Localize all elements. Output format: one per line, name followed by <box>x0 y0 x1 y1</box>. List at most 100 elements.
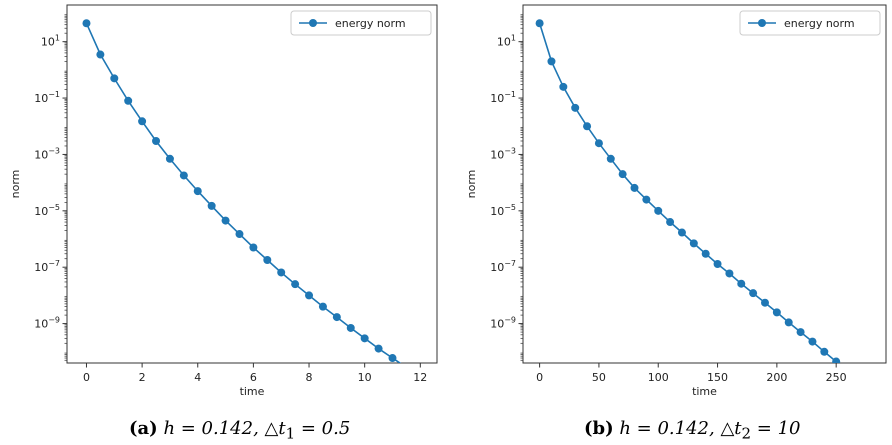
data-point <box>360 334 369 343</box>
y-axis-label: norm <box>465 170 478 199</box>
data-point <box>642 195 651 204</box>
caption-b-label: (b) <box>584 418 614 439</box>
data-point <box>796 328 805 337</box>
data-point <box>221 216 230 225</box>
data-point <box>305 291 314 300</box>
legend: energy norm <box>290 10 432 36</box>
data-point <box>388 354 397 363</box>
x-tick-label: 2 <box>139 371 146 384</box>
data-point <box>235 230 244 239</box>
x-tick-label: 200 <box>766 371 787 384</box>
data-point <box>165 154 174 163</box>
data-point <box>547 57 556 66</box>
x-tick-label: 150 <box>707 371 728 384</box>
y-tick-label: 10−1 <box>490 90 516 105</box>
y-tick-label: 101 <box>41 34 60 49</box>
caption-a-label: (a) <box>129 418 158 439</box>
data-point <box>138 117 147 126</box>
data-point <box>689 239 698 248</box>
caption-b: (b) h = 0.142, △t2 = 10 <box>584 418 801 443</box>
y-tick-label: 10−5 <box>490 203 516 218</box>
series-line <box>85 22 402 363</box>
legend: energy norm <box>739 10 881 36</box>
x-axis-label: time <box>692 385 717 398</box>
x-tick-label: 50 <box>592 371 606 384</box>
y-tick-label: 10−9 <box>490 316 516 331</box>
data-point <box>868 386 876 394</box>
caption-b-sub: 2 <box>741 424 752 443</box>
data-point <box>535 19 544 28</box>
x-tick-label: 12 <box>413 371 427 384</box>
x-tick-label: 8 <box>306 371 313 384</box>
data-point <box>583 122 592 131</box>
x-tick-label: 10 <box>358 371 372 384</box>
data-point <box>332 313 341 322</box>
data-point <box>666 218 675 227</box>
data-point <box>152 136 161 145</box>
series-line <box>538 23 840 363</box>
caption-b-math: h = 0.142, △t <box>619 418 742 439</box>
legend-marker <box>309 19 317 27</box>
data-point <box>606 154 615 163</box>
data-point <box>725 269 734 278</box>
y-tick-label: 10−5 <box>34 203 60 218</box>
plot-frame <box>66 4 438 364</box>
data-point <box>374 344 383 353</box>
data-point <box>701 249 710 258</box>
data-point <box>820 347 829 356</box>
legend-box <box>290 10 432 36</box>
x-tick-label: 6 <box>250 371 257 384</box>
y-tick-label: 10−9 <box>34 316 60 331</box>
y-tick-label: 10−1 <box>34 90 60 105</box>
caption-a-sub: 1 <box>285 424 296 443</box>
panel-a: 10−9 10−7 10−5 10−3 10−1 101 0 2 4 6 8 10 12 time norm… <box>9 4 438 398</box>
data-point <box>82 19 91 28</box>
caption-a: (a) h = 0.142, △t1 = 0.5 <box>129 418 350 443</box>
data-point <box>110 74 119 83</box>
series-energy-norm <box>82 19 410 371</box>
series-energy-norm <box>535 19 876 394</box>
data-point <box>277 268 286 277</box>
data-point <box>772 308 781 317</box>
panel-b: 10−9 10−7 10−5 10−3 10−1 101 0 50 100 150 200 250 ti… <box>465 4 887 398</box>
caption-b-tail: = 10 <box>751 418 801 439</box>
data-point <box>618 170 627 179</box>
data-point <box>594 139 603 148</box>
data-point <box>207 201 216 210</box>
data-point <box>630 183 639 192</box>
data-point <box>808 337 817 346</box>
data-point <box>677 228 686 237</box>
data-point <box>402 363 410 371</box>
data-point <box>263 256 272 265</box>
data-point <box>193 187 202 196</box>
data-point <box>318 302 327 311</box>
y-axis-label: norm <box>9 170 22 199</box>
data-point <box>654 206 663 215</box>
legend-box <box>739 10 881 36</box>
data-point <box>96 50 105 59</box>
data-point <box>291 280 300 289</box>
y-tick-label: 101 <box>497 34 516 49</box>
data-point <box>761 298 769 307</box>
data-point <box>856 376 864 384</box>
y-tick-label: 10−3 <box>490 146 516 161</box>
data-point <box>124 96 133 105</box>
data-point <box>713 259 722 268</box>
y-tick-label: 10−7 <box>34 259 60 274</box>
x-tick-label: 250 <box>826 371 847 384</box>
y-tick-label: 10−7 <box>490 259 516 274</box>
data-point <box>749 289 758 298</box>
data-point <box>249 243 258 252</box>
caption-a-tail: = 0.5 <box>295 418 351 439</box>
legend-label: energy norm <box>335 17 406 30</box>
x-tick-label: 100 <box>648 371 669 384</box>
data-point <box>559 82 568 91</box>
legend-marker <box>758 19 766 27</box>
x-tick-label: 4 <box>194 371 201 384</box>
legend-label: energy norm <box>784 17 855 30</box>
x-tick-label: 0 <box>536 371 543 384</box>
x-tick-label: 0 <box>83 371 90 384</box>
data-point <box>737 279 746 288</box>
caption-a-math: h = 0.142, △t <box>163 418 286 439</box>
